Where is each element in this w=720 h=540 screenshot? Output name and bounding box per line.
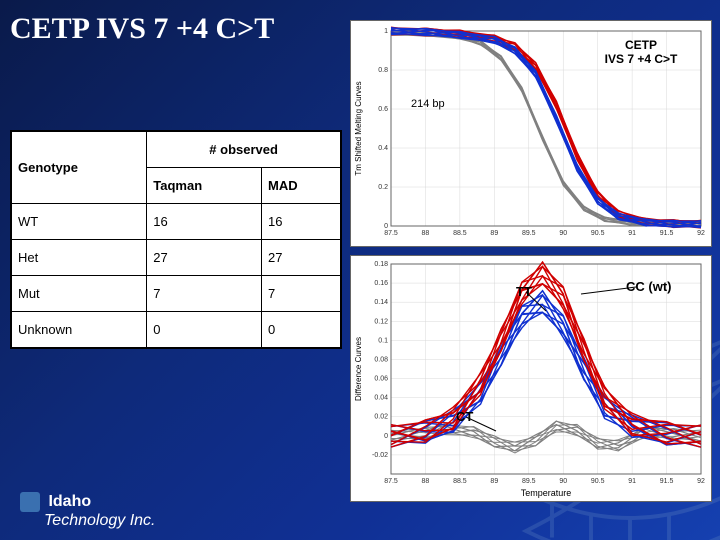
svg-text:89: 89 [490,230,498,237]
genotype-table: Genotype # observed Taqman MAD WT1616 He… [10,130,342,349]
svg-text:91: 91 [628,478,636,485]
svg-text:89: 89 [490,478,498,485]
cell: 7 [262,276,341,312]
svg-text:89.5: 89.5 [522,478,536,485]
cell: 16 [147,204,262,240]
svg-text:91.5: 91.5 [660,230,674,237]
table-row: Het2727 [12,240,341,276]
cell: Mut [12,276,147,312]
table-row: WT1616 [12,204,341,240]
svg-text:90: 90 [559,478,567,485]
company-name-1: Idaho [48,493,91,510]
page-title: CETP IVS 7 +4 C>T [10,12,274,46]
cell: Unknown [12,312,147,348]
svg-text:91.5: 91.5 [660,478,674,485]
svg-text:TT: TT [516,284,532,299]
cell: 0 [262,312,341,348]
company-logo-icon [20,492,40,512]
col-observed: # observed [147,132,341,168]
svg-text:0: 0 [384,433,388,440]
footer-logo: Idaho Technology Inc. [20,492,155,530]
table-row: Mut77 [12,276,341,312]
melting-curve-chart: 87.5 88 88.5 89 89.5 90 90.5 91 91.5 92 0 0.2 0.4 0.6… [350,20,712,247]
svg-text:0.08: 0.08 [374,356,388,363]
svg-text:0.16: 0.16 [374,280,388,287]
cell: 7 [147,276,262,312]
svg-text:0.4: 0.4 [378,145,388,152]
svg-text:90.5: 90.5 [591,478,605,485]
svg-text:89.5: 89.5 [522,230,536,237]
svg-text:0.18: 0.18 [374,261,388,268]
svg-text:0.8: 0.8 [378,67,388,74]
svg-text:87.5: 87.5 [384,230,398,237]
svg-text:0.2: 0.2 [378,184,388,191]
svg-text:Temperature: Temperature [521,488,572,498]
svg-text:0.02: 0.02 [374,414,388,421]
svg-text:0.14: 0.14 [374,299,388,306]
cell: 0 [147,312,262,348]
svg-text:90: 90 [559,230,567,237]
svg-text:88.5: 88.5 [453,230,467,237]
svg-text:Difference Curves: Difference Curves [354,337,363,401]
difference-curve-chart: 87.5 88 88.5 89 89.5 90 90.5 91 91.5 92 -0.02 0 0.02… [350,255,712,502]
cell: Het [12,240,147,276]
svg-text:0.12: 0.12 [374,318,388,325]
col-genotype-label: Genotype [18,160,78,175]
svg-text:87.5: 87.5 [384,478,398,485]
svg-text:88: 88 [422,478,430,485]
svg-text:CT: CT [456,409,473,424]
cell: 16 [262,204,341,240]
svg-text:0.6: 0.6 [378,106,388,113]
svg-text:CETP: CETP [625,38,657,52]
company-name-2: Technology Inc. [44,512,155,529]
svg-text:92: 92 [697,230,705,237]
svg-text:-0.02: -0.02 [372,452,388,459]
slide: CETP IVS 7 +4 C>T Genotype # observed Ta… [0,0,720,540]
col-observed-label: # observed [209,142,278,157]
col-genotype: Genotype [12,132,147,204]
table-row: Unknown00 [12,312,341,348]
svg-text:0.1: 0.1 [378,337,388,344]
svg-text:90.5: 90.5 [591,230,605,237]
svg-text:IVS 7 +4 C>T: IVS 7 +4 C>T [605,52,678,66]
svg-text:92: 92 [697,478,705,485]
svg-text:Tm Shifted Melting Curves: Tm Shifted Melting Curves [354,81,363,175]
cell: WT [12,204,147,240]
cell: 27 [262,240,341,276]
svg-text:1: 1 [384,28,388,35]
svg-text:88.5: 88.5 [453,478,467,485]
svg-text:0.06: 0.06 [374,376,388,383]
cell: 27 [147,240,262,276]
svg-text:88: 88 [422,230,430,237]
svg-text:0: 0 [384,223,388,230]
svg-text:91: 91 [628,230,636,237]
col-mad: MAD [262,168,341,204]
col-taqman: Taqman [147,168,262,204]
svg-text:214 bp: 214 bp [411,98,445,110]
svg-text:0.04: 0.04 [374,395,388,402]
svg-text:CC (wt): CC (wt) [626,279,672,294]
